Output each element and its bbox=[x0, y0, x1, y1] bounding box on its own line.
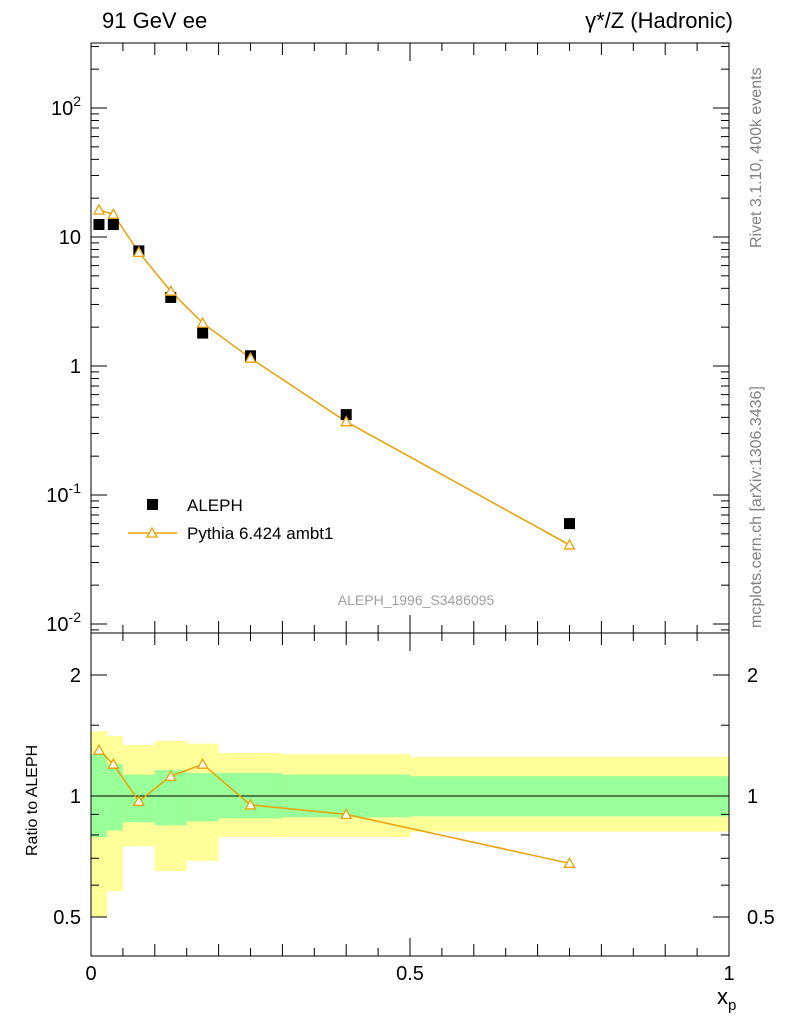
ratio-point bbox=[563, 856, 576, 868]
pythia-points bbox=[92, 203, 576, 550]
x-tick-label: 0 bbox=[85, 963, 96, 985]
aleph-data-point bbox=[564, 518, 575, 530]
x-axis-label: xp bbox=[717, 984, 736, 1014]
aleph-points bbox=[93, 218, 575, 530]
ratio-points bbox=[92, 743, 576, 868]
uncertainty-bands bbox=[91, 731, 729, 917]
ratio-series-line bbox=[98, 749, 570, 865]
ratio-point bbox=[340, 808, 353, 820]
ratio-panel: 0.5 0.5 1 1 2 2 0 0.5 1 Ratio to ALEPH xp bbox=[24, 632, 775, 1014]
ratio-y-tick-label-right: 0.5 bbox=[747, 907, 775, 929]
aleph-data-point bbox=[197, 327, 209, 339]
ratio-y-tick-label-right: 1 bbox=[747, 786, 758, 808]
pythia-mc-point bbox=[107, 207, 120, 219]
aleph-data-point bbox=[93, 218, 105, 230]
main-y-tick-label: 102 bbox=[51, 93, 81, 120]
legend-aleph-label: ALEPH bbox=[187, 496, 243, 515]
left-title: 91 GeV ee bbox=[102, 8, 207, 33]
legend-aleph-marker bbox=[147, 499, 158, 510]
mc-series-line bbox=[98, 209, 570, 546]
pythia-mc-point bbox=[244, 351, 257, 363]
aleph-data-point bbox=[165, 291, 177, 303]
legend: ALEPH Pythia 6.424 ambt1 bbox=[128, 496, 333, 543]
ratio-y-tick-label: 2 bbox=[70, 665, 81, 687]
pythia-mc-point bbox=[340, 415, 353, 427]
ratio-y-tick-label: 1 bbox=[70, 786, 81, 808]
ratio-y-tick-label-right: 2 bbox=[747, 665, 758, 687]
main-y-tick-label: 10-2 bbox=[46, 609, 81, 636]
inner-uncertainty-band bbox=[186, 773, 219, 822]
right-title-suffix: (Hadronic) bbox=[624, 8, 733, 33]
right-title: γ*/Z (Hadronic) bbox=[585, 8, 733, 33]
aleph-data-point bbox=[107, 218, 119, 230]
ratio-point bbox=[164, 769, 177, 781]
legend-pythia-label: Pythia 6.424 ambt1 bbox=[187, 524, 333, 543]
ratio-point bbox=[132, 794, 145, 806]
pythia-mc-point bbox=[164, 284, 177, 296]
x-tick-label: 0.5 bbox=[396, 963, 424, 985]
main-axis-ticks bbox=[90, 43, 730, 633]
ratio-y-tick-label: 0.5 bbox=[53, 907, 81, 929]
ratio-point bbox=[107, 757, 120, 769]
main-y-tick-label: 10-1 bbox=[46, 480, 81, 507]
mcplots-label: mcplots.cern.ch [arXiv:1306.3436] bbox=[748, 386, 765, 628]
ratio-y-axis-label: Ratio to ALEPH bbox=[24, 745, 41, 856]
pythia-mc-point bbox=[132, 246, 145, 258]
pythia-mc-point bbox=[92, 203, 106, 215]
pythia-mc-point bbox=[196, 316, 209, 328]
main-y-tick-label: 1 bbox=[70, 356, 81, 378]
pythia-mc-point bbox=[563, 538, 576, 550]
x-tick-label: 1 bbox=[723, 963, 734, 985]
inner-uncertainty-band bbox=[106, 764, 123, 831]
rivet-label: Rivet 3.1.10, 400k events bbox=[748, 67, 765, 248]
right-title-prefix: γ*/Z bbox=[585, 8, 624, 33]
main-y-tick-label: 10 bbox=[59, 227, 81, 249]
ratio-point bbox=[244, 798, 257, 810]
ratio-frame bbox=[90, 632, 730, 957]
legend-pythia-marker bbox=[145, 526, 159, 538]
analysis-watermark: ALEPH_1996_S3486095 bbox=[338, 592, 495, 608]
ratio-tick-labels: 0.5 0.5 1 1 2 2 0 0.5 1 bbox=[53, 665, 775, 985]
ratio-point bbox=[196, 757, 209, 769]
aleph-data-point bbox=[340, 409, 352, 421]
main-y-tick-labels: 10-2 10-1 1 10 102 bbox=[46, 93, 81, 636]
ratio-point bbox=[92, 743, 106, 755]
main-frame bbox=[90, 42, 730, 634]
